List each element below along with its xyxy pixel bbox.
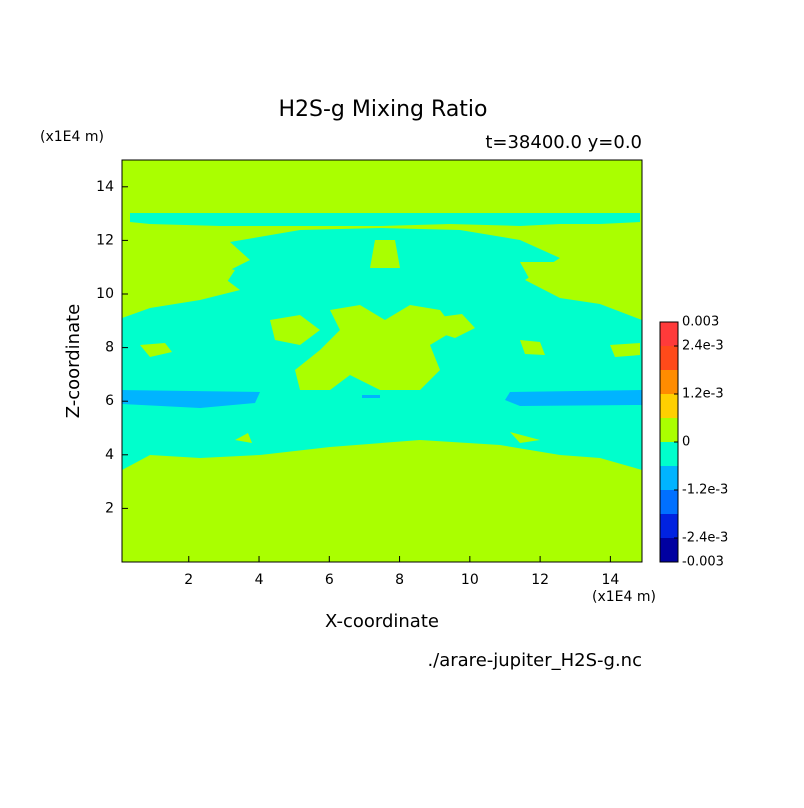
contour-region — [610, 343, 640, 357]
contour-region — [370, 240, 400, 268]
x-tick-label: 6 — [325, 572, 334, 588]
plot-frame — [121, 159, 643, 563]
colorbar-band — [660, 490, 678, 514]
colorbar-band — [660, 394, 678, 418]
x-tick-label: 8 — [395, 572, 404, 588]
contour-region — [520, 340, 545, 355]
x-tick-label: 14 — [601, 572, 619, 588]
chart-title: H2S-g Mixing Ratio — [278, 97, 487, 122]
colorbar-band — [660, 442, 678, 466]
colorbar-tick-label: -0.003 — [682, 555, 724, 570]
colorbar-tick-label: 2.4e-3 — [682, 339, 724, 354]
colorbar-band — [660, 538, 678, 562]
colorbar-band — [660, 322, 678, 346]
contour-region — [140, 343, 172, 357]
contour-region — [270, 315, 320, 345]
x-tick-label: 10 — [461, 572, 479, 588]
y-tick-label: 10 — [96, 286, 114, 302]
colorbar-tick-label: -2.4e-3 — [682, 531, 728, 546]
contour-region — [122, 390, 260, 408]
contour-region — [510, 432, 540, 443]
source-label: ./arare-jupiter_H2S-g.nc — [427, 650, 642, 671]
colorbar-band — [660, 370, 678, 394]
x-tick-label: 2 — [184, 572, 193, 588]
contour-region — [160, 262, 235, 285]
contour-field — [122, 160, 642, 562]
colorbar-band — [660, 466, 678, 490]
x-axis-label: X-coordinate — [325, 611, 439, 632]
colorbar-band — [660, 418, 678, 442]
x-tick-label: 4 — [255, 572, 264, 588]
y-tick-label: 8 — [105, 340, 114, 356]
y-tick-label: 6 — [105, 393, 114, 409]
y-axis-label: Z-coordinate — [63, 304, 84, 419]
y-tick-label: 4 — [105, 447, 114, 463]
y-tick-label: 14 — [96, 179, 114, 195]
colorbar-band — [660, 346, 678, 370]
contour-region — [432, 314, 475, 338]
chart-subtitle: t=38400.0 y=0.0 — [485, 132, 642, 153]
colorbar-tick-label: 0 — [682, 435, 690, 450]
colorbar-band — [660, 514, 678, 538]
contour-region — [295, 305, 455, 390]
contour-region — [130, 213, 640, 226]
y-unit: (x1E4 m) — [40, 129, 104, 145]
contour-region — [362, 395, 380, 398]
contour-region — [235, 433, 252, 443]
contour-region — [520, 262, 590, 285]
colorbar-tick-label: -1.2e-3 — [682, 483, 728, 498]
y-tick-label: 12 — [96, 232, 114, 248]
colorbar-tick-label: 1.2e-3 — [682, 387, 724, 402]
x-tick-label: 12 — [531, 572, 549, 588]
colorbar-tick-label: 0.003 — [682, 315, 719, 330]
contour-region — [505, 390, 642, 406]
y-tick-label: 2 — [105, 500, 114, 516]
x-unit: (x1E4 m) — [592, 589, 656, 605]
